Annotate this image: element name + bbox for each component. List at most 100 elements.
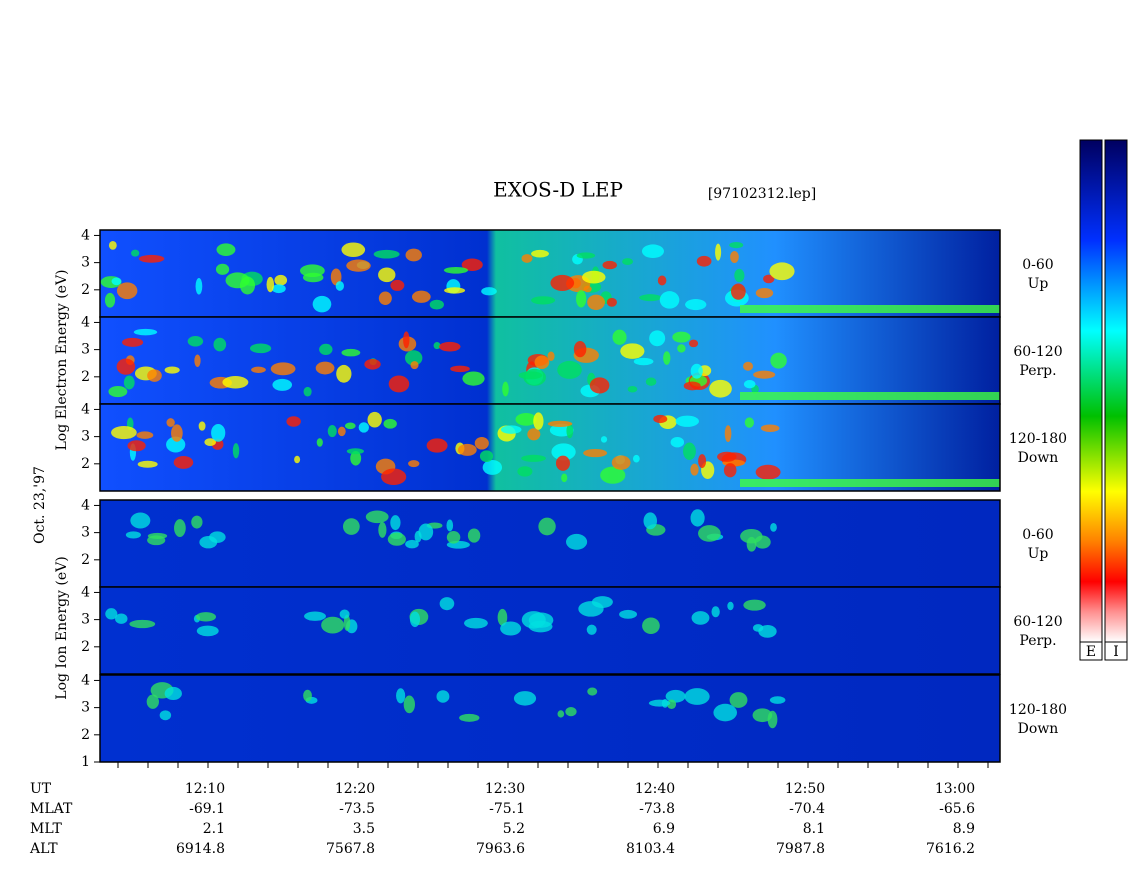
spectrogram-texture xyxy=(518,371,543,380)
spectrogram-texture xyxy=(196,625,219,637)
spectrogram-texture xyxy=(561,473,568,483)
spectrogram-texture xyxy=(405,539,419,549)
spectrogram-texture xyxy=(538,517,556,536)
y-tick-label: 2 xyxy=(81,456,90,472)
spectrogram-texture xyxy=(303,689,312,702)
spectrogram-texture xyxy=(409,611,421,628)
spectrogram-texture xyxy=(108,240,117,250)
spectrogram-texture xyxy=(462,371,485,386)
spectrogram-texture xyxy=(174,519,186,537)
spectrogram-texture xyxy=(600,436,608,443)
spectrogram-texture xyxy=(482,459,503,475)
ephemeris-value: 8.1 xyxy=(803,821,825,837)
spectrogram-texture xyxy=(690,363,703,379)
spectrogram-texture xyxy=(378,267,396,283)
y-tick-label: 4 xyxy=(81,227,90,243)
spectrogram-texture xyxy=(365,510,389,524)
spectrogram-texture xyxy=(173,455,194,469)
spectrogram-texture xyxy=(627,385,638,393)
spectrogram-texture xyxy=(690,463,699,476)
spectrogram-texture xyxy=(443,266,469,274)
spectrogram-texture xyxy=(302,272,324,283)
spectrogram-texture xyxy=(294,455,301,464)
spectrogram-texture xyxy=(527,428,541,441)
spectrogram-texture xyxy=(521,254,533,263)
spectrogram-texture xyxy=(606,297,617,307)
spectrogram-texture xyxy=(187,336,204,347)
spectrogram-texture xyxy=(746,536,757,552)
pitch-angle-label: 60-120 xyxy=(1013,344,1062,360)
spectrogram-texture xyxy=(137,460,158,468)
spectrogram-texture xyxy=(439,597,455,611)
ephemeris-value: 6.9 xyxy=(653,821,675,837)
spectrogram-texture xyxy=(444,287,466,294)
ephemeris-value: 6914.8 xyxy=(176,841,225,857)
spectrogram-texture xyxy=(204,438,216,447)
spectrogram-texture xyxy=(481,287,497,296)
spectrogram-texture xyxy=(769,696,786,704)
spectrogram-texture xyxy=(433,342,441,350)
ephemeris-value: -69.1 xyxy=(189,801,225,817)
spectrogram-texture xyxy=(743,599,766,611)
pitch-angle-label: 0-60 xyxy=(1022,257,1053,273)
y-tick-label: 3 xyxy=(81,342,90,358)
spectrogram-texture xyxy=(591,596,613,608)
spectrogram-texture xyxy=(743,361,754,371)
ephemeris-value: -70.4 xyxy=(789,801,825,817)
spectrogram-texture xyxy=(639,294,662,302)
spectrogram-texture xyxy=(587,294,605,310)
spectrogram-texture xyxy=(335,281,344,291)
spectrogram-texture xyxy=(381,468,407,486)
spectrogram-texture xyxy=(136,431,154,439)
spectrogram-texture xyxy=(133,328,158,336)
spectrogram-texture xyxy=(327,425,337,438)
spectrogram-texture xyxy=(760,424,780,432)
spectrogram-texture xyxy=(378,291,392,305)
y-tick-label: 4 xyxy=(81,314,90,330)
direction-label: Down xyxy=(1018,450,1059,466)
spectrogram-texture xyxy=(515,412,537,426)
spectrogram-texture xyxy=(683,442,696,461)
spectrogram-texture xyxy=(502,381,509,397)
spectrogram-texture xyxy=(557,710,565,718)
y-tick-label: 3 xyxy=(81,612,90,628)
spectrogram-texture xyxy=(672,331,691,343)
spectrogram-texture xyxy=(620,343,645,359)
y-tick-label: 2 xyxy=(81,369,90,385)
spectrogram-texture xyxy=(643,512,658,530)
y-tick-label: 3 xyxy=(81,525,90,541)
spectrogram-texture xyxy=(312,295,332,313)
spectrogram-texture xyxy=(691,611,710,625)
spectrogram-texture xyxy=(576,290,587,308)
ephemeris-value: 3.5 xyxy=(353,821,375,837)
spectrogram-texture xyxy=(517,466,533,477)
spectrogram-texture xyxy=(648,699,671,707)
ephemeris-row-name: ALT xyxy=(29,841,58,857)
spectrogram-texture xyxy=(198,421,206,431)
spectrogram-texture xyxy=(138,254,165,263)
spectrogram-texture xyxy=(474,436,489,450)
spectrogram-texture xyxy=(612,329,627,345)
spectrogram-texture xyxy=(116,282,138,300)
pitch-angle-label: 60-120 xyxy=(1013,614,1062,630)
spectrogram-texture xyxy=(698,525,721,542)
spectrogram-texture xyxy=(270,362,296,376)
spectrogram-texture xyxy=(717,451,737,462)
spectrogram-texture xyxy=(711,606,720,618)
spectrogram-texture xyxy=(464,617,488,629)
spectrogram-texture xyxy=(131,249,140,257)
spectrogram-texture xyxy=(115,613,128,624)
spectrogram-texture xyxy=(611,455,631,470)
direction-label: Up xyxy=(1028,276,1049,292)
spectrogram-texture xyxy=(272,378,293,391)
pitch-angle-label: 0-60 xyxy=(1022,527,1053,543)
colorbar-label: I xyxy=(1113,644,1119,660)
spectrogram-texture xyxy=(403,695,416,714)
spectrogram-texture xyxy=(696,255,712,267)
spectrogram-texture xyxy=(645,377,657,386)
spectrogram-texture xyxy=(339,609,350,619)
spectrogram-texture xyxy=(740,392,1000,400)
spectrogram-texture xyxy=(576,252,596,259)
spectrogram-texture xyxy=(166,418,175,427)
spectrogram-texture xyxy=(683,381,701,391)
